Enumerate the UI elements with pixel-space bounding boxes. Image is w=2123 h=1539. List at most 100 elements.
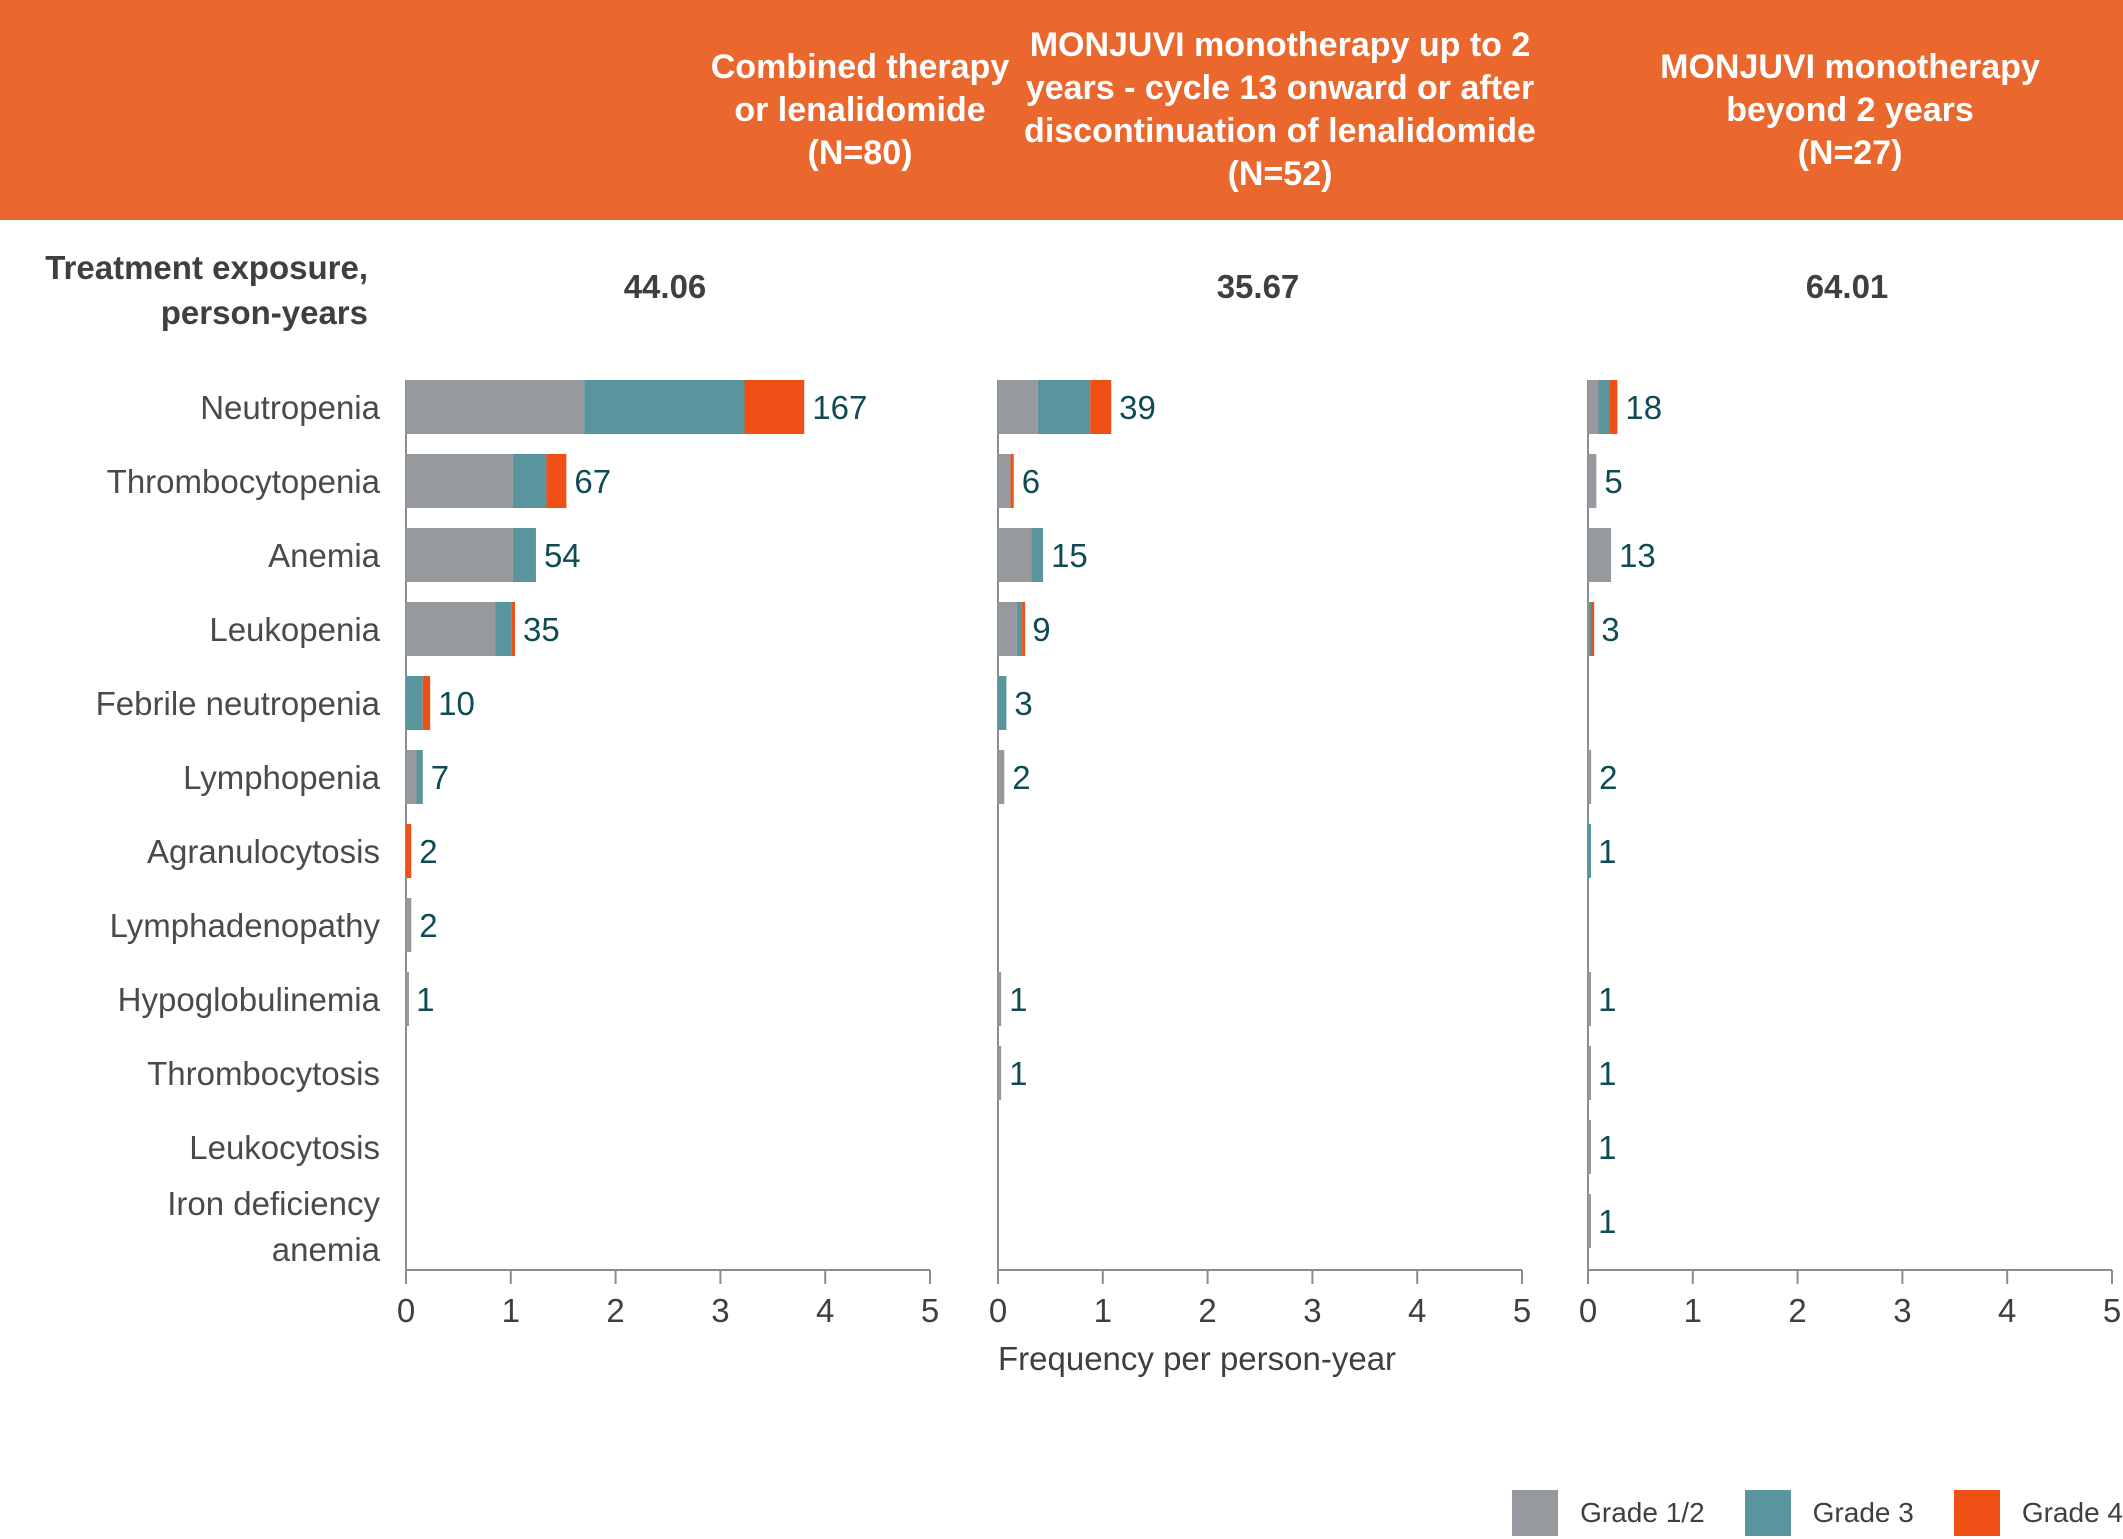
column-title-line: (N=80): [807, 133, 913, 172]
bar-segment-grade-1-2: [998, 750, 1005, 804]
bar-count-label: 67: [574, 463, 611, 500]
bar-segment-grade-3: [1598, 380, 1611, 434]
bar-segment-grade-3: [1589, 602, 1593, 656]
bar-count-label: 167: [812, 389, 867, 426]
bar-count-label: 7: [431, 759, 449, 796]
x-tick-label: 0: [989, 1292, 1007, 1329]
bar-count-label: 2: [419, 907, 437, 944]
bar-count-label: 2: [1012, 759, 1030, 796]
bar-count-label: 15: [1051, 537, 1088, 574]
column-title-line: beyond 2 years: [1726, 90, 1974, 129]
column-title-line: Combined therapy: [710, 47, 1010, 86]
x-tick-label: 5: [921, 1292, 939, 1329]
x-tick-label: 4: [816, 1292, 834, 1329]
x-tick-label: 3: [711, 1292, 729, 1329]
bar-segment-grade-1-2: [1588, 1046, 1591, 1100]
column-title-line: or lenalidomide: [734, 90, 986, 129]
bar-segment-grade-1-2: [998, 528, 1032, 582]
bar-count-label: 1: [1598, 1203, 1616, 1240]
legend-item-grade-4: Grade 4: [1953, 1490, 2123, 1536]
x-axis-title: Frequency per person-year: [998, 1340, 1396, 1377]
exposure-value-mono-beyond-2y: 64.01: [1805, 268, 1889, 305]
column-title-combined: Combined therapy or lenalidomide (N=80): [560, 0, 1160, 220]
bar-segment-grade-1-2: [1588, 380, 1599, 434]
row-label: Leukopenia: [209, 611, 380, 648]
row-label: Anemia: [268, 537, 381, 574]
column-title-line: MONJUVI monotherapy up to 2: [1029, 26, 1531, 64]
bar-segment-grade-3: [406, 676, 423, 730]
bar-segment-grade-4: [1010, 454, 1014, 508]
exposure-value-mono-up-to-2y: 35.67: [1216, 268, 1300, 305]
bar-segment-grade-4: [1591, 602, 1595, 656]
bar-segment-grade-1-2: [406, 898, 412, 952]
x-tick-label: 3: [1893, 1292, 1911, 1329]
exposure-label-line: Treatment exposure,: [45, 249, 368, 286]
bar-segment-grade-3: [512, 528, 536, 582]
bar-count-label: 3: [1601, 611, 1619, 648]
bar-segment-grade-3: [584, 380, 745, 434]
bar-segment-grade-1-2: [406, 602, 496, 656]
row-label: Agranulocytosis: [147, 833, 380, 870]
bar-segment-grade-1-2: [998, 1046, 1002, 1100]
legend-swatch-grade-4: [1953, 1490, 2000, 1536]
legend-item-grade-1-2: Grade 1/2: [1512, 1490, 1705, 1536]
bar-count-label: 5: [1604, 463, 1622, 500]
bar-segment-grade-4: [1022, 602, 1026, 656]
bar-count-label: 9: [1032, 611, 1050, 648]
bar-count-label: 1: [1598, 833, 1616, 870]
bar-count-label: 6: [1022, 463, 1040, 500]
bar-segment-grade-1-2: [998, 380, 1038, 434]
bar-count-label: 35: [523, 611, 560, 648]
row-label: Lymphadenopathy: [110, 907, 381, 944]
bar-segment-grade-1-2: [406, 380, 585, 434]
x-tick-label: 2: [1198, 1292, 1216, 1329]
header-band: [0, 0, 2123, 220]
bar-count-label: 1: [1009, 981, 1027, 1018]
bar-segment-grade-3: [1016, 602, 1023, 656]
column-title-mono-up-to-2y: MONJUVI monotherapy up to 2 years - cycl…: [980, 0, 1580, 220]
bar-count-label: 1: [416, 981, 434, 1018]
bar-segment-grade-3: [495, 602, 512, 656]
bar-segment-grade-1-2: [406, 454, 513, 508]
row-label: Thrombocytosis: [147, 1055, 380, 1092]
column-title-line: (N=52): [1227, 155, 1333, 193]
x-tick-label: 5: [2103, 1292, 2121, 1329]
column-title-line: MONJUVI monotherapy: [1660, 47, 2040, 86]
bar-segment-grade-1-2: [406, 528, 513, 582]
row-label: Leukocytosis: [189, 1129, 380, 1166]
bar-segment-grade-4: [511, 602, 515, 656]
row-label: Thrombocytopenia: [107, 463, 381, 500]
bar-segment-grade-1-2: [1588, 454, 1597, 508]
x-tick-label: 1: [1684, 1292, 1702, 1329]
row-label: Iron deficiency: [167, 1185, 380, 1222]
bar-segment-grade-4: [744, 380, 805, 434]
bar-count-label: 2: [1599, 759, 1617, 796]
legend-label: Grade 1/2: [1580, 1497, 1705, 1528]
bar-segment-grade-1-2: [998, 602, 1017, 656]
x-tick-label: 1: [1094, 1292, 1112, 1329]
x-tick-label: 2: [606, 1292, 624, 1329]
bar-segment-grade-1-2: [1588, 1120, 1591, 1174]
bar-count-label: 18: [1625, 389, 1662, 426]
legend-label: Grade 3: [1812, 1497, 1914, 1528]
legend-item-grade-3: Grade 3: [1744, 1490, 1914, 1536]
bar-count-label: 1: [1598, 981, 1616, 1018]
bar-segment-grade-4: [406, 824, 412, 878]
x-tick-label: 4: [1408, 1292, 1426, 1329]
x-tick-label: 3: [1303, 1292, 1321, 1329]
legend-swatch-grade-3: [1744, 1490, 1791, 1536]
bar-count-label: 1: [1598, 1055, 1616, 1092]
bar-count-label: 10: [438, 685, 475, 722]
bar-segment-grade-4: [1610, 380, 1618, 434]
x-tick-label: 2: [1788, 1292, 1806, 1329]
bar-segment-grade-4: [546, 454, 567, 508]
column-title-line: discontinuation of lenalidomide: [1024, 112, 1536, 150]
bar-segment-grade-3: [998, 676, 1007, 730]
bar-count-label: 1: [1009, 1055, 1027, 1092]
row-label: Hypoglobulinemia: [118, 981, 381, 1018]
column-title-line: years - cycle 13 onward or after: [1025, 69, 1535, 107]
column-title-line: (N=27): [1797, 133, 1903, 172]
x-tick-label: 0: [1579, 1292, 1597, 1329]
bar-segment-grade-3: [416, 750, 423, 804]
